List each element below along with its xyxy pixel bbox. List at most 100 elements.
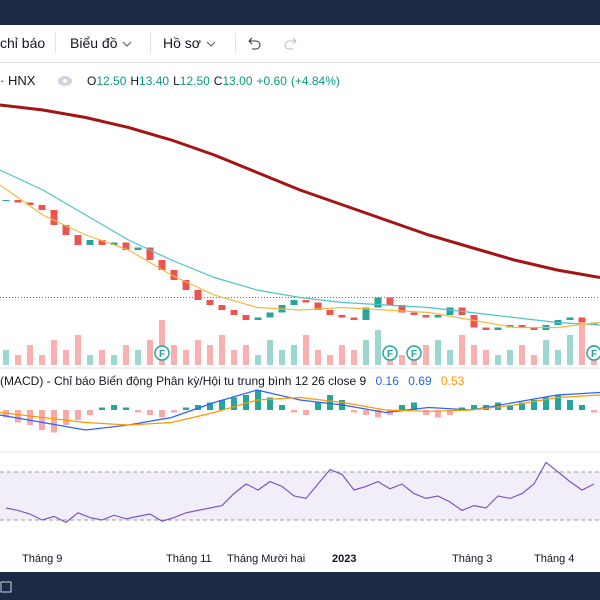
volume-bar [519, 345, 525, 365]
volume-bar [75, 335, 81, 365]
candle [566, 317, 574, 320]
volume-bar [267, 340, 273, 365]
ma50-line [0, 169, 600, 326]
indicators-button[interactable]: chỉ báo [0, 35, 46, 51]
profile-menu[interactable]: Hồ sơ [163, 35, 201, 51]
top-bar [0, 0, 600, 25]
chevron [122, 41, 132, 47]
macd-histogram [219, 400, 225, 410]
candle [374, 297, 382, 308]
macd-histogram [159, 410, 165, 418]
volume-bar [351, 350, 357, 365]
calendar-icon[interactable] [0, 580, 12, 594]
macd-histogram [471, 405, 477, 410]
redo[interactable] [282, 35, 300, 51]
flag-marker [382, 345, 398, 361]
macd-histogram [363, 410, 369, 415]
candle [290, 300, 298, 305]
ohlc-value: 12.50 [179, 74, 210, 88]
symbol: · HNX [0, 73, 36, 88]
macd-histogram [99, 407, 105, 410]
candle [146, 247, 154, 260]
candle [398, 305, 406, 313]
volume-bar [39, 355, 45, 365]
volume-bar [375, 330, 381, 365]
macd-histogram [411, 402, 417, 410]
chart-menu[interactable]: Biểu đồ [70, 35, 118, 51]
volume-bar [567, 335, 573, 365]
chevron [206, 41, 216, 47]
x-label: Tháng Mười hai [227, 553, 306, 565]
candle [170, 270, 178, 280]
macd-histogram [315, 402, 321, 410]
ma20-line [0, 184, 600, 329]
volume-bar [15, 355, 21, 365]
eye-icon[interactable] [57, 74, 73, 88]
candle [434, 315, 442, 318]
flag-label: F [159, 349, 165, 360]
undo[interactable] [245, 35, 263, 51]
candle [314, 302, 322, 310]
x-label: 2023 [332, 553, 357, 565]
macd-histogram [495, 402, 501, 410]
x-label: Tháng 11 [166, 553, 212, 565]
volume-bar [363, 340, 369, 365]
volume-bar [435, 340, 441, 365]
candle [230, 310, 238, 315]
candle [158, 260, 166, 270]
macd-histogram [171, 410, 177, 413]
symbol-legend: · HNX [0, 73, 35, 88]
candle [98, 240, 106, 245]
macd-histogram [183, 407, 189, 410]
volume-bar [99, 350, 105, 365]
candle [518, 325, 526, 328]
candle [50, 210, 58, 225]
volume-bar [135, 350, 141, 365]
x-label: Tháng 3 [452, 553, 493, 565]
signal-line [0, 394, 600, 426]
macd-histogram [555, 395, 561, 410]
macd-line [0, 389, 600, 431]
candle [410, 312, 418, 315]
macd-histogram [75, 410, 81, 420]
macd-histogram [147, 410, 153, 415]
volume-bar [51, 340, 57, 365]
volume-bar [447, 350, 453, 365]
volume-bar [147, 340, 153, 365]
volume-bar [255, 355, 261, 365]
candle [26, 202, 34, 205]
volume-bar [111, 355, 117, 365]
ohlc-key: O [87, 74, 97, 88]
flag-marker [586, 345, 600, 361]
volume-bar [219, 335, 225, 365]
volume-bar [183, 350, 189, 365]
volume-bar [579, 325, 585, 365]
candle [110, 242, 118, 245]
volume-bar [159, 320, 165, 365]
macd-histogram [207, 402, 213, 410]
macd-histogram [459, 407, 465, 410]
volume-bar [291, 345, 297, 365]
macd-histogram [63, 410, 69, 425]
ohlc-key: H [130, 74, 140, 88]
volume-bar [27, 345, 33, 365]
volume-bar [195, 340, 201, 365]
macd-histogram [351, 410, 357, 413]
macd-histogram [531, 400, 537, 410]
volume-bar [399, 355, 405, 365]
candle [134, 247, 142, 250]
macd-histogram [291, 410, 297, 413]
volume-bar [207, 345, 213, 365]
ma200-line [0, 103, 600, 279]
flag-label: F [387, 349, 393, 360]
volume-bar [231, 350, 237, 365]
candle [578, 317, 586, 323]
ohlc-value: 13.00 [222, 74, 253, 88]
candle [218, 305, 226, 310]
volume-bar [507, 350, 513, 365]
candle [326, 310, 334, 315]
candle [182, 280, 190, 290]
volume-bar [531, 355, 537, 365]
